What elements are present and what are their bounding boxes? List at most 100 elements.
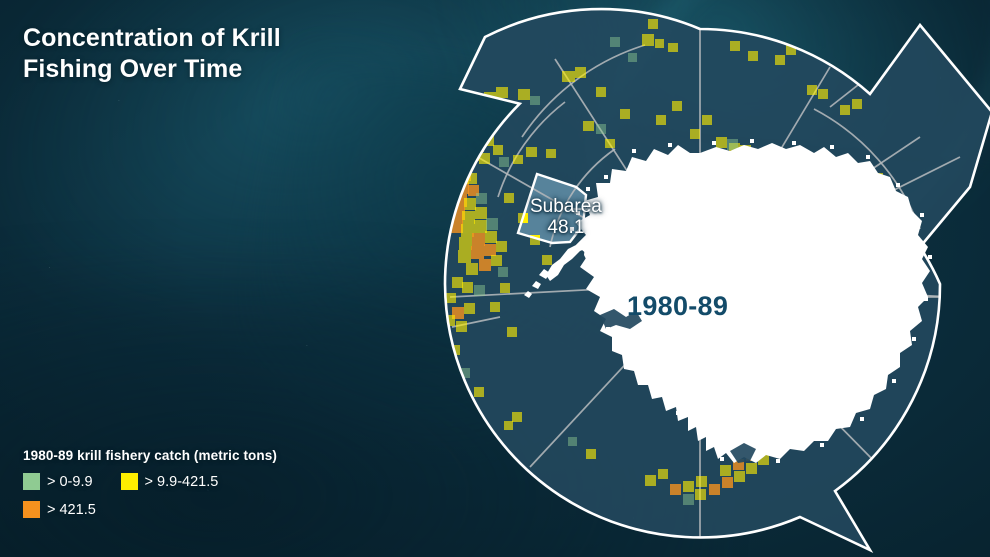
legend-row: > 0-9.9 > 9.9-421.5 <box>23 473 277 490</box>
catch-cell <box>504 193 514 203</box>
catch-cell <box>486 218 498 230</box>
legend-title: 1980-89 krill fishery catch (metric tons… <box>23 448 277 463</box>
catch-cell <box>484 244 496 256</box>
catch-cell <box>730 41 740 51</box>
catch-cell <box>466 263 478 275</box>
catch-cell <box>496 87 508 98</box>
catch-cell <box>746 463 757 474</box>
catch-cell <box>475 102 486 113</box>
catch-cell <box>461 135 472 145</box>
catch-cell <box>605 139 615 148</box>
catch-cell <box>645 475 656 486</box>
catch-cell <box>733 459 744 470</box>
catch-cell <box>462 282 473 293</box>
catch-cell <box>452 277 463 288</box>
catch-cell <box>720 465 731 476</box>
legend-item-label: > 0-9.9 <box>47 473 93 490</box>
catch-cell <box>466 173 477 184</box>
catch-cell <box>462 211 475 224</box>
catch-cell <box>683 494 694 505</box>
catch-cell <box>479 259 491 271</box>
catch-cell <box>807 85 817 95</box>
catch-cell <box>596 87 606 97</box>
catch-cell <box>526 147 537 157</box>
legend-swatch-mid <box>120 473 138 490</box>
catch-cell <box>786 45 796 55</box>
catch-cell <box>456 321 467 332</box>
catch-cell <box>722 477 733 488</box>
subarea-48-1-outline <box>516 172 588 245</box>
catch-cell <box>672 101 682 111</box>
catch-cell <box>488 103 498 113</box>
catch-cell <box>499 157 509 167</box>
catch-cell <box>464 115 474 125</box>
catch-cell <box>464 303 475 314</box>
legend-swatch-high <box>23 501 40 518</box>
catch-cell <box>445 315 455 326</box>
catch-cell <box>472 233 485 246</box>
catch-cell <box>476 193 487 204</box>
catch-cell <box>518 89 530 100</box>
catch-cell <box>461 224 474 237</box>
catch-cell <box>655 39 664 48</box>
catch-cell <box>464 198 476 210</box>
legend-row: > 421.5 <box>23 501 277 518</box>
legend-item[interactable]: > 421.5 <box>23 501 96 518</box>
catch-cell <box>727 139 738 150</box>
catch-cell <box>504 421 513 430</box>
catch-cell <box>468 185 479 196</box>
catch-cell <box>575 67 586 78</box>
catch-cell <box>485 231 497 243</box>
catch-cell <box>542 255 552 265</box>
catch-cell <box>695 489 706 500</box>
catch-cell <box>748 51 758 61</box>
catch-cell <box>852 99 862 109</box>
catch-cell <box>702 115 712 125</box>
catch-cell <box>709 484 720 495</box>
catch-cell <box>568 437 577 446</box>
legend-item[interactable]: > 9.9-421.5 <box>120 473 219 490</box>
page-title: Concentration of Krill Fishing Over Time <box>23 24 281 83</box>
catch-cell <box>620 109 630 119</box>
legend-item[interactable]: > 0-9.9 <box>23 473 93 490</box>
catch-cell <box>690 129 700 139</box>
catch-cell <box>474 220 487 233</box>
catch-cell <box>729 143 740 154</box>
catch-cell <box>670 484 681 495</box>
convention-area-boundary <box>443 7 990 553</box>
catch-cell <box>459 237 472 250</box>
catch-cell <box>683 481 694 492</box>
legend-swatch-low <box>23 473 40 490</box>
catch-cell <box>507 327 517 337</box>
catch-cell <box>512 412 522 422</box>
catch-cell <box>596 124 606 134</box>
catch-cell <box>474 285 485 296</box>
catch-cell <box>775 55 785 65</box>
catch-cell <box>696 476 707 487</box>
catch-cell <box>840 105 850 115</box>
legend-item-label: > 421.5 <box>47 501 96 518</box>
catch-cell <box>758 454 769 465</box>
catch-cell <box>546 149 556 158</box>
catch-cell <box>498 267 508 277</box>
period-label: 1980-89 <box>627 291 729 321</box>
catch-cell <box>658 469 668 479</box>
catch-cell <box>642 34 654 46</box>
catch-cell <box>716 137 727 148</box>
legend: 1980-89 krill fishery catch (metric tons… <box>23 448 277 518</box>
catch-cell <box>496 241 507 252</box>
antarctica-landmass <box>524 143 930 463</box>
catch-cell <box>530 96 540 105</box>
subarea-48-1-region[interactable] <box>518 174 586 243</box>
catch-cell <box>474 387 484 397</box>
catch-cell <box>628 53 637 62</box>
catch-cell <box>562 71 575 82</box>
catch-cell <box>648 19 658 29</box>
catch-cell <box>446 293 456 303</box>
catch-cell <box>490 302 500 312</box>
catch-cell <box>471 246 484 259</box>
catch-cell <box>460 368 470 378</box>
legend-item-label: > 9.9-421.5 <box>144 473 219 490</box>
catch-cell <box>475 207 487 219</box>
